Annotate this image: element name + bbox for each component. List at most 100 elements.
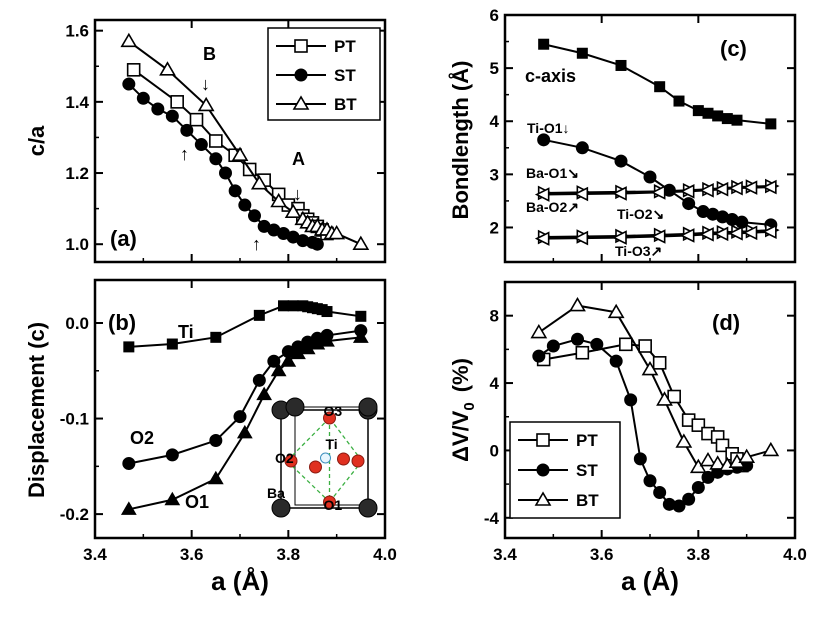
y-tick-label: 1.2 xyxy=(65,164,89,183)
data-point xyxy=(534,187,550,202)
data-point xyxy=(590,337,604,351)
series-bt xyxy=(120,32,370,251)
annotation-A-arrow: ↓ xyxy=(293,184,302,204)
y-axis-label-unit: (%) xyxy=(448,358,473,392)
data-point xyxy=(280,353,297,367)
ba-atom xyxy=(358,498,378,518)
data-point xyxy=(699,182,714,198)
data-point xyxy=(352,235,370,251)
data-point xyxy=(159,61,176,76)
y-tick-label: 3 xyxy=(490,165,499,184)
data-point xyxy=(713,181,729,197)
y-tick-label: 6 xyxy=(490,6,499,25)
data-point xyxy=(653,486,667,500)
octahedron-edge xyxy=(328,460,363,503)
data-point xyxy=(643,170,657,184)
annotation-up-arrow-2: ↑ xyxy=(252,234,261,254)
x-tick-label: 4.0 xyxy=(373,545,397,564)
data-point xyxy=(576,47,588,59)
data-point xyxy=(250,175,268,190)
y-tick-label: 2 xyxy=(490,218,499,237)
ba-atom xyxy=(285,397,305,417)
data-point xyxy=(136,91,150,105)
data-point xyxy=(673,95,685,107)
x-axis-label: a (Å) xyxy=(621,566,679,596)
y-axis-label: Bondlength (Å) xyxy=(447,61,473,220)
data-point xyxy=(194,138,208,152)
annotation-B-arrow: ↓ xyxy=(201,74,210,94)
data-point xyxy=(765,118,777,130)
x-tick-label: 3.6 xyxy=(180,545,204,564)
y-tick-label: 5 xyxy=(490,59,499,78)
data-point xyxy=(180,123,194,137)
data-point xyxy=(731,114,743,126)
x-tick-label: 3.6 xyxy=(590,545,614,564)
data-point xyxy=(278,300,289,312)
data-point xyxy=(667,389,681,404)
data-point xyxy=(762,224,777,240)
data-point xyxy=(607,303,625,319)
data-point xyxy=(713,226,729,242)
y-tick-label: 4 xyxy=(490,112,500,131)
data-point xyxy=(738,448,756,463)
legend: PT ST BT xyxy=(509,421,621,519)
data-point xyxy=(643,474,657,488)
data-point xyxy=(641,360,659,376)
series-label-Ti-O3: Ti-O3↗ xyxy=(615,243,662,259)
data-point xyxy=(248,209,261,223)
data-point xyxy=(209,134,223,148)
data-point xyxy=(575,141,589,155)
y-tick-label: -4 xyxy=(484,509,500,528)
crystal-inset: O3 Ti O2 Ba O1 xyxy=(267,397,378,518)
data-point xyxy=(170,95,184,109)
data-point xyxy=(614,154,628,168)
y-tick-label: 1.4 xyxy=(65,93,89,112)
series-label-Ba-O1: Ba-O1↘ xyxy=(526,165,579,181)
data-point xyxy=(231,146,249,162)
data-point xyxy=(682,492,696,506)
data-point xyxy=(122,77,136,91)
y-tick-label: 0.0 xyxy=(65,314,89,333)
x-axis-label: a (Å) xyxy=(211,566,269,596)
data-point xyxy=(228,184,242,198)
series-label-c-axis: c-axis xyxy=(525,66,576,86)
data-point xyxy=(267,354,281,368)
data-point xyxy=(650,185,666,200)
data-point xyxy=(762,179,777,195)
data-point xyxy=(164,491,181,506)
y-axis-label-main: ΔV/V xyxy=(448,410,473,462)
series-ti xyxy=(123,300,367,353)
data-point xyxy=(538,38,550,50)
data-point xyxy=(699,451,717,467)
panel-label: (b) xyxy=(108,310,136,335)
data-point xyxy=(165,448,179,462)
data-point xyxy=(123,341,135,353)
data-point xyxy=(692,105,704,117)
ba-atom xyxy=(358,397,378,417)
data-point xyxy=(691,480,705,494)
y-axis-label-sub: 0 xyxy=(461,402,478,410)
y-tick-label: 1.0 xyxy=(65,235,89,254)
series-ti-o3 xyxy=(534,224,777,246)
data-point xyxy=(609,354,623,368)
inset-label-O3: O3 xyxy=(324,403,343,419)
x-tick-label: 4.0 xyxy=(783,545,807,564)
octahedron-edge xyxy=(286,417,330,462)
data-point xyxy=(287,300,299,312)
data-point xyxy=(252,373,266,387)
data-point xyxy=(328,224,346,240)
legend-marker xyxy=(294,39,308,53)
x-tick-label: 3.4 xyxy=(83,545,107,564)
y-tick-label: -0.1 xyxy=(60,410,89,429)
data-point xyxy=(571,332,584,346)
o-atom xyxy=(323,411,336,425)
x-tick-label: 3.8 xyxy=(687,545,711,564)
data-point xyxy=(650,229,666,244)
data-point xyxy=(575,345,590,360)
data-point xyxy=(612,230,627,245)
ba-atom xyxy=(271,498,291,518)
ti-atom xyxy=(320,452,331,464)
data-point xyxy=(624,393,638,407)
